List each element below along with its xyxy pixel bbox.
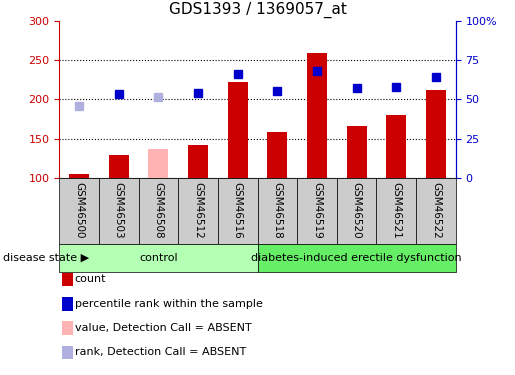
Bar bbox=[307, 53, 327, 178]
Text: GSM46516: GSM46516 bbox=[233, 182, 243, 238]
Text: value, Detection Call = ABSENT: value, Detection Call = ABSENT bbox=[75, 323, 251, 333]
Text: GSM46520: GSM46520 bbox=[352, 182, 362, 238]
Bar bbox=[267, 132, 287, 178]
Text: control: control bbox=[139, 253, 178, 263]
Text: rank, Detection Call = ABSENT: rank, Detection Call = ABSENT bbox=[75, 348, 246, 357]
Text: diabetes-induced erectile dysfunction: diabetes-induced erectile dysfunction bbox=[251, 253, 462, 263]
Bar bbox=[386, 115, 406, 178]
Bar bbox=[109, 154, 129, 178]
Bar bbox=[228, 82, 248, 178]
Title: GDS1393 / 1369057_at: GDS1393 / 1369057_at bbox=[168, 2, 347, 18]
Text: GSM46521: GSM46521 bbox=[391, 182, 401, 238]
Text: GSM46503: GSM46503 bbox=[114, 182, 124, 238]
Text: GSM46512: GSM46512 bbox=[193, 182, 203, 238]
Text: GSM46518: GSM46518 bbox=[272, 182, 282, 238]
Text: GSM46508: GSM46508 bbox=[153, 182, 163, 238]
Text: count: count bbox=[75, 274, 106, 284]
Bar bbox=[188, 145, 208, 178]
Bar bbox=[148, 149, 168, 178]
Text: GSM46519: GSM46519 bbox=[312, 182, 322, 238]
Text: disease state ▶: disease state ▶ bbox=[3, 253, 89, 263]
Bar bbox=[347, 126, 367, 178]
Bar bbox=[426, 90, 446, 178]
Text: GSM46522: GSM46522 bbox=[431, 182, 441, 238]
Bar bbox=[69, 174, 89, 178]
Text: GSM46500: GSM46500 bbox=[74, 182, 84, 238]
Text: percentile rank within the sample: percentile rank within the sample bbox=[75, 299, 263, 309]
